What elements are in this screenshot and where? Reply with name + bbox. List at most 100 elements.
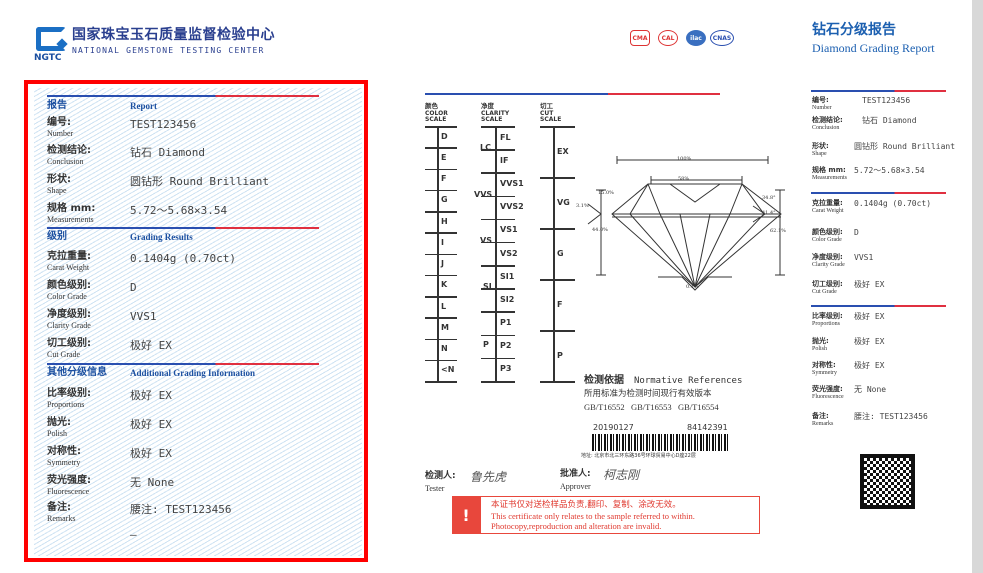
barcode-icon (592, 434, 730, 451)
cma-badge-icon: CMA (630, 30, 650, 46)
cut-scale-axis (553, 126, 555, 381)
color-scale-tick (425, 253, 457, 255)
right-field-label-en: Symmetry (812, 370, 837, 376)
clarity-grade-0: FL (500, 132, 511, 142)
clarity-scale-tick (481, 172, 515, 174)
field-value: 0.1404g (0.70ct) (130, 252, 236, 265)
right-field-label-en: Number (812, 105, 832, 111)
tester-label-en: Tester (425, 484, 445, 493)
right-field-label-en: Color Grade (812, 237, 842, 243)
qr-code-icon (860, 454, 915, 509)
cut-scale-tick (540, 177, 575, 179)
tester-signature: 鲁先虎 (470, 470, 507, 484)
right-field-label-cn: 形状: (812, 142, 829, 150)
field-value: 5.72～5.68×3.54 (130, 204, 228, 217)
field-label-en: Remarks (47, 514, 76, 523)
color-grade-0: D (441, 131, 448, 141)
clarity-group-0: LC (480, 143, 491, 153)
clarity-group-2: VS (480, 235, 492, 245)
field-label-en: Clarity Grade (47, 321, 91, 330)
right-field-label-cn: 规格 mm: (812, 166, 846, 174)
right-field-value: 极好 EX (854, 337, 885, 346)
right-field-label-cn: 切工级别: (812, 280, 843, 288)
field-label-en: Conclusion (47, 157, 84, 166)
color-scale-tick (425, 317, 457, 319)
references-title-en: Normative References (634, 376, 743, 386)
section-additional-cn: 其他分级信息 (47, 367, 107, 378)
right-field-label-cn: 检测结论: (812, 116, 843, 124)
right-field-value: D (854, 228, 859, 237)
color-grade-5: I (441, 237, 444, 247)
field-label-cn: 净度级别: (47, 309, 91, 320)
address: 地址: 北京市北三环东路36号环球贸易中心D座22层 (581, 453, 696, 459)
table-label: 58% (678, 176, 690, 182)
report-title-en: Diamond Grading Report (812, 41, 935, 55)
clarity-scale-tick (481, 218, 515, 221)
right-field-value: 极好 EX (854, 280, 885, 289)
remarks-dash: — (130, 528, 137, 541)
field-value: 圆钻形 Round Brilliant (130, 175, 269, 188)
barcode-date: 20190127 (593, 423, 634, 432)
right-field-value: 腰注: TEST123456 (854, 412, 928, 421)
clarity-group-4: P (483, 340, 489, 350)
highlight-box (24, 80, 368, 562)
cut-grade-1: VG (557, 197, 570, 207)
right-field-label-cn: 净度级别: (812, 253, 843, 261)
color-grade-6: J (441, 259, 444, 269)
clarity-group-1: VVS (474, 189, 493, 199)
clarity-grade-4: VS1 (500, 225, 518, 235)
color-scale-tick (425, 359, 457, 362)
approver-signature: 柯志刚 (603, 468, 640, 482)
org-name-en: NATIONAL GEMSTONE TESTING CENTER (72, 46, 265, 55)
field-value: VVS1 (130, 310, 157, 323)
right-field-label-en: Polish (812, 346, 828, 352)
right-field-value: VVS1 (854, 253, 874, 262)
right-field-label-en: Remarks (812, 421, 834, 427)
field-value: 极好 EX (130, 447, 172, 460)
right-field-label-en: Proportions (812, 321, 841, 327)
center-separator (425, 93, 720, 95)
color-grade-9: M (441, 322, 449, 332)
field-label-cn: 规格 mm: (47, 203, 96, 214)
right-field-label-en: Fluorescence (812, 394, 844, 400)
left-panel-background (34, 88, 362, 556)
clarity-grade-5: VS2 (500, 248, 518, 258)
right-field-value: TEST123456 (862, 96, 911, 105)
clarity-grade-7: SI2 (500, 294, 515, 304)
field-label-en: Measurements (47, 215, 94, 224)
color-scale-tick (425, 147, 457, 149)
field-value: 极好 EX (130, 418, 172, 431)
right-field-value: 极好 EX (854, 312, 885, 321)
clarity-scale-tick (481, 265, 515, 267)
clarity-scale-tick (481, 149, 515, 151)
field-value: 钻石 Diamond (130, 146, 205, 159)
clarity-scale-title-en2: SCALE (481, 116, 503, 123)
field-label-cn: 荧光强度: (47, 475, 91, 486)
clarity-scale-title-cn: 净度 (481, 102, 494, 110)
clarity-grade-1: IF (500, 155, 509, 165)
right-field-value: 5.72～5.68×3.54 (854, 166, 925, 175)
right-field-label-cn: 编号: (812, 96, 829, 104)
color-grade-10: N (441, 344, 448, 354)
separator-report (47, 95, 319, 97)
color-scale-title-en1: COLOR (425, 110, 448, 117)
color-grade-2: F (441, 174, 447, 184)
color-grade-8: L (441, 301, 447, 311)
clarity-scale-tick (481, 241, 515, 244)
right-separator-1 (811, 90, 946, 92)
field-value: 极好 EX (130, 339, 172, 352)
color-grade-7: K (441, 280, 448, 290)
cut-grade-3: F (557, 299, 563, 309)
field-label-cn: 抛光: (47, 417, 71, 428)
right-field-value: 极好 EX (854, 361, 885, 370)
diameter-label: 100% (677, 156, 692, 162)
color-scale-tick (425, 168, 457, 170)
page-edge (972, 0, 983, 573)
cut-grade-0: EX (557, 146, 569, 156)
cut-scale-tick (540, 126, 575, 128)
warning-text-cn: 本证书仅对送检样品负责,翻印、复制、涂改无效。 (491, 500, 681, 510)
field-label-en: Carat Weight (47, 263, 90, 272)
field-value: D (130, 281, 137, 294)
clarity-scale-tick (481, 195, 515, 198)
approver-label-en: Approver (560, 482, 591, 491)
